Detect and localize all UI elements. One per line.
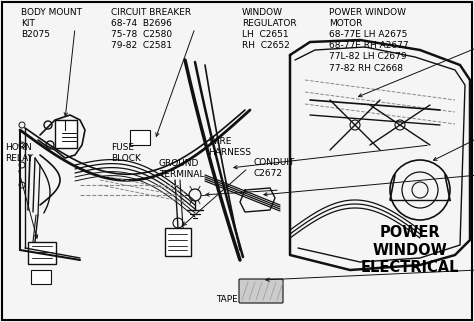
Text: GROUND
TERMINAL: GROUND TERMINAL bbox=[159, 159, 204, 179]
Bar bbox=[165, 228, 191, 256]
Bar bbox=[55, 120, 77, 148]
Bar bbox=[130, 130, 150, 145]
Text: FUSE
BLOCK: FUSE BLOCK bbox=[111, 143, 141, 163]
Text: CONDUIT
C2672: CONDUIT C2672 bbox=[254, 158, 295, 178]
Text: POWER
WINDOW
ELECTRICAL: POWER WINDOW ELECTRICAL bbox=[361, 225, 459, 275]
FancyBboxPatch shape bbox=[239, 279, 283, 303]
Text: POWER WINDOW
MOTOR
68-77E LH A2675
68-77E RH A2677
77L-82 LH C2679
77-82 RH C266: POWER WINDOW MOTOR 68-77E LH A2675 68-77… bbox=[329, 8, 409, 72]
Bar bbox=[31, 270, 51, 284]
Bar bbox=[28, 242, 56, 264]
Text: CIRCUIT BREAKER
68-74  B2696
75-78  C2580
79-82  C2581: CIRCUIT BREAKER 68-74 B2696 75-78 C2580 … bbox=[111, 8, 191, 50]
Text: BODY MOUNT
KIT
B2075: BODY MOUNT KIT B2075 bbox=[21, 8, 82, 39]
Text: HORN
RELAY: HORN RELAY bbox=[5, 143, 33, 163]
Text: WINDOW
REGULATOR
LH  C2651
RH  C2652: WINDOW REGULATOR LH C2651 RH C2652 bbox=[242, 8, 296, 50]
Bar bbox=[2, 2, 472, 320]
Text: TAPE: TAPE bbox=[216, 295, 237, 304]
Text: WIRE
HARNESS: WIRE HARNESS bbox=[209, 137, 252, 157]
